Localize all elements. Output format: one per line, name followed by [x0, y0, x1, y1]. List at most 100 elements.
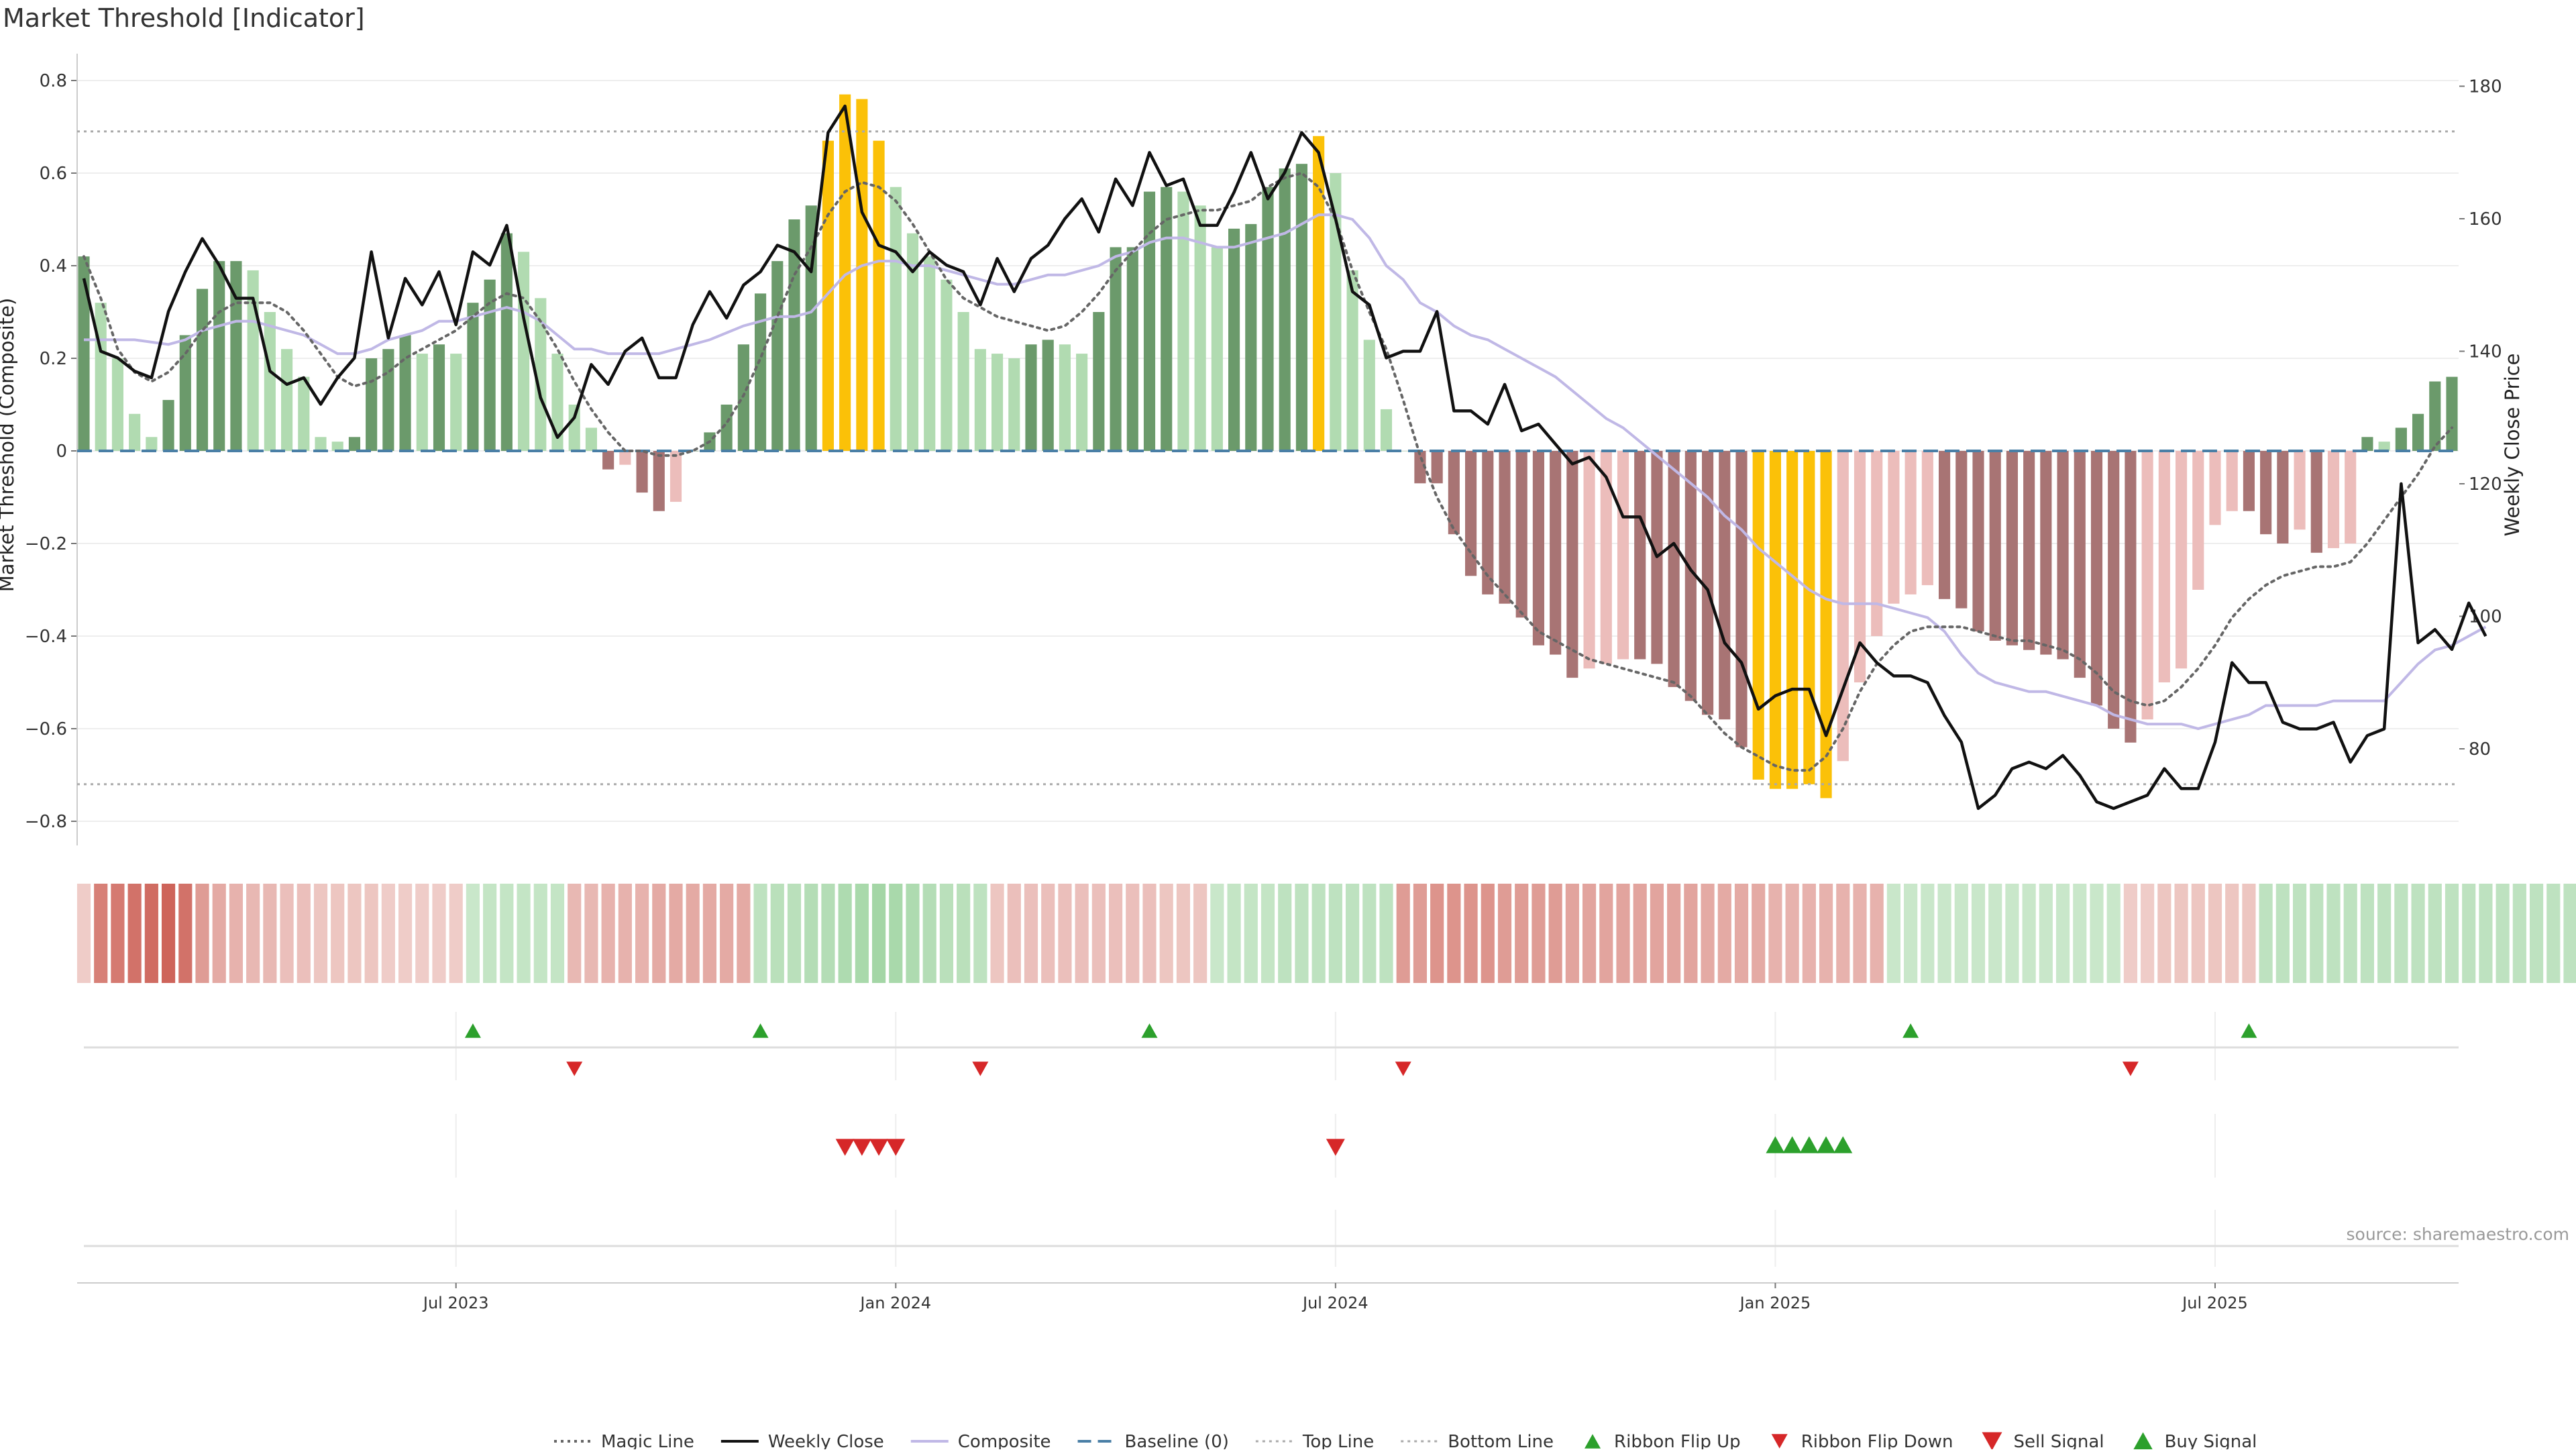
indicator-bar — [1295, 164, 1308, 451]
indicator-bar — [2395, 427, 2407, 451]
indicator-bar — [1499, 451, 1511, 604]
ribbon-cell — [517, 884, 531, 983]
indicator-bar — [2446, 376, 2458, 451]
ribbon-cell — [2005, 884, 2019, 983]
indicator-bar — [213, 261, 225, 451]
indicator-bar — [146, 437, 158, 451]
indicator-bar — [924, 256, 936, 451]
ribbon-cell — [1447, 884, 1461, 983]
ribbon-cell — [702, 884, 717, 983]
ribbon-cell — [1565, 884, 1579, 983]
indicator-bar — [2260, 451, 2272, 535]
indicator-bar — [1194, 205, 1206, 451]
indicator-bar — [179, 335, 191, 451]
indicator-bar — [669, 451, 682, 502]
ribbon-cell — [1142, 884, 1157, 983]
legend-label: Bottom Line — [1448, 1432, 1554, 1449]
ribbon-cell — [1379, 884, 1393, 983]
ribbon-cell — [2106, 884, 2121, 983]
ribbon-cell — [144, 884, 158, 983]
indicator-bar — [111, 358, 124, 451]
indicator-bar — [957, 312, 969, 451]
ribbon-cell — [1362, 884, 1377, 983]
legend-swatch-marker — [1585, 1434, 1601, 1449]
indicator-bar — [636, 451, 648, 493]
ribbon-flip-down-marker — [972, 1061, 989, 1076]
ribbon-cell — [1464, 884, 1478, 983]
chart-title: Market Threshold [Indicator] — [3, 3, 365, 33]
ribbon-cell — [669, 884, 683, 983]
indicator-bar — [2226, 451, 2238, 511]
indicator-bar — [2125, 451, 2137, 743]
ribbon-cell — [2546, 884, 2561, 983]
ribbon-cell — [990, 884, 1004, 983]
ribbon-cell — [1515, 884, 1529, 983]
legend-label: Sell Signal — [2013, 1432, 2104, 1449]
indicator-bar — [839, 94, 851, 451]
ribbon-cell — [1937, 884, 1951, 983]
ribbon-cell — [2310, 884, 2324, 983]
ribbon-cell — [2141, 884, 2155, 983]
sell-signal-marker — [1326, 1139, 1345, 1156]
ribbon-cell — [1633, 884, 1647, 983]
indicator-bar — [941, 279, 953, 451]
indicator-bar — [1634, 451, 1646, 660]
indicator-bar — [1684, 451, 1697, 701]
indicator-bar — [1515, 451, 1527, 618]
indicator-bar — [1803, 451, 1815, 784]
indicator-bar — [2412, 413, 2424, 451]
ribbon-cell — [855, 884, 869, 983]
indicator-bar — [1397, 451, 1409, 452]
indicator-bar — [2006, 451, 2019, 645]
ribbon-cell — [2157, 884, 2171, 983]
y-tick-label: 0 — [56, 442, 67, 462]
indicator-bar — [568, 405, 580, 451]
indicator-bar — [1583, 451, 1595, 669]
indicator-bar — [416, 354, 428, 451]
indicator-bar — [1482, 451, 1494, 594]
indicator-bar — [2023, 451, 2035, 650]
indicator-bar — [1262, 187, 1274, 451]
ribbon-cell — [720, 884, 734, 983]
buy-signal-marker — [1766, 1136, 1785, 1153]
ribbon-cell — [1193, 884, 1208, 983]
ribbon-cell — [2292, 884, 2307, 983]
indicator-bar — [1617, 451, 1629, 660]
indicator-bar — [1008, 358, 1020, 451]
ribbon-cell — [1802, 884, 1816, 983]
ribbon-cell — [753, 884, 767, 983]
indicator-bar — [450, 354, 462, 451]
indicator-bar — [2294, 451, 2306, 530]
indicator-bar — [1735, 451, 1748, 747]
indicator-bar — [1059, 344, 1071, 451]
ribbon-cell — [1159, 884, 1173, 983]
indicator-bar — [298, 376, 310, 451]
ribbon-cell — [1295, 884, 1309, 983]
ribbon-cell — [838, 884, 852, 983]
indicator-bar — [906, 233, 919, 451]
ribbon-cell — [871, 884, 886, 983]
sell-signal-marker — [869, 1139, 889, 1156]
indicator-bar — [1719, 451, 1731, 720]
ribbon-cell — [212, 884, 226, 983]
ribbon-cell — [2275, 884, 2290, 983]
ribbon-flip-down-marker — [1395, 1061, 1411, 1076]
indicator-bar — [619, 451, 631, 465]
indicator-bar — [1600, 451, 1612, 664]
ribbon-cell — [161, 884, 176, 983]
ribbon-cell — [533, 884, 547, 983]
indicator-bar — [1414, 451, 1426, 484]
y2-tick-label: 160 — [2469, 209, 2502, 229]
ribbon-cell — [2377, 884, 2392, 983]
y-tick-label: −0.6 — [25, 719, 67, 739]
weekly-close-line — [82, 104, 2487, 811]
indicator-bar — [2040, 451, 2052, 655]
indicator-bar — [2074, 451, 2086, 678]
indicator-bar — [2090, 451, 2103, 706]
indicator-bar — [1921, 451, 1933, 586]
ribbon-cell — [1650, 884, 1664, 983]
legend-label: Magic Line — [601, 1432, 694, 1449]
ribbon-cell — [1886, 884, 1901, 983]
ribbon-cell — [2039, 884, 2053, 983]
ribbon-cell — [2496, 884, 2510, 983]
